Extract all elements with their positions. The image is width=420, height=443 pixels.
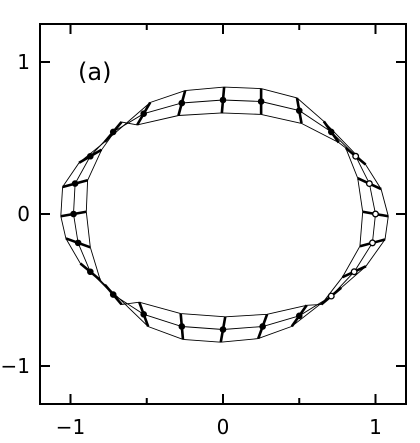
y-tick-label-0: −1 xyxy=(1,354,30,378)
open-marker-10 xyxy=(369,239,376,247)
x-tick-label-1: 0 xyxy=(217,415,230,439)
filled-marker-18 xyxy=(178,99,186,107)
axis-ticks xyxy=(40,24,406,404)
x-tick-label-0: −1 xyxy=(56,415,85,439)
filled-marker-4 xyxy=(178,323,186,330)
y-tick-label-1: 0 xyxy=(17,202,30,226)
filled-marker-0 xyxy=(74,239,82,247)
filled-marker-20 xyxy=(109,128,117,136)
x-tick-labels: −1 0 1 xyxy=(56,415,382,439)
filled-marker-15 xyxy=(295,107,303,114)
open-marker-8 xyxy=(327,292,335,300)
y-tick-label-2: 1 xyxy=(17,50,30,74)
outer-curve xyxy=(60,86,389,343)
filled-marker-1 xyxy=(87,268,94,276)
orientation-bars xyxy=(60,87,389,343)
data-markers xyxy=(70,96,379,333)
filled-marker-19 xyxy=(140,110,147,117)
filled-marker-6 xyxy=(259,323,266,330)
filled-marker-23 xyxy=(70,210,77,218)
filled-marker-7 xyxy=(295,312,303,320)
filled-marker-3 xyxy=(140,311,147,318)
open-marker-13 xyxy=(352,152,360,160)
filled-marker-17 xyxy=(219,96,227,104)
filled-marker-22 xyxy=(71,180,79,187)
open-marker-11 xyxy=(372,210,379,218)
filled-marker-2 xyxy=(109,291,117,298)
y-tick-labels: −1 0 1 xyxy=(1,50,30,378)
ellipse-curves xyxy=(60,86,389,343)
open-marker-12 xyxy=(365,180,373,188)
filled-marker-21 xyxy=(87,152,94,160)
inner-curve xyxy=(85,112,364,318)
filled-marker-16 xyxy=(257,98,265,105)
open-marker-9 xyxy=(350,268,358,276)
panel-label: (a) xyxy=(78,58,111,86)
filled-marker-5 xyxy=(219,326,227,333)
x-tick-label-2: 1 xyxy=(369,415,382,439)
filled-marker-14 xyxy=(327,128,335,136)
